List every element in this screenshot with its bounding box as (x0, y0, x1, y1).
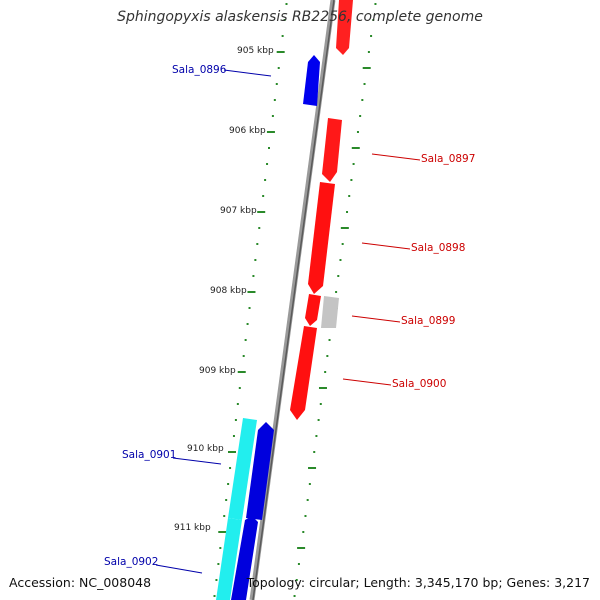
accession-text: Accession: NC_008048 (9, 575, 152, 590)
rna-gene-arrow[interactable] (228, 418, 257, 520)
gene-label-sala_0896[interactable]: Sala_0896 (172, 64, 227, 76)
gene-label-sala_0901[interactable]: Sala_0901 (122, 449, 177, 461)
reverse-gene-track (216, 55, 320, 600)
gene-arrow[interactable] (246, 422, 274, 520)
topology-text: Topology: circular; Length: 3,345,170 bp… (246, 575, 590, 590)
gene-arrow[interactable] (321, 296, 339, 328)
gene-label-leaders (155, 69, 421, 574)
gene-arrow[interactable] (305, 294, 321, 326)
kbp-label: 908 kbp (210, 286, 247, 296)
gene-arrow[interactable] (336, 0, 353, 55)
genome-title: Sphingopyxis alaskensis RB2256, complete… (117, 9, 483, 25)
gene-arrow[interactable] (231, 516, 258, 600)
gene-arrow[interactable] (308, 182, 335, 294)
gene-label-sala_0898[interactable]: Sala_0898 (411, 242, 466, 254)
genome-backbone (249, 0, 336, 600)
gene-label-sala_0897[interactable]: Sala_0897 (421, 153, 476, 165)
rna-gene-arrow[interactable] (216, 518, 242, 600)
gene-label-sala_0899[interactable]: Sala_0899 (401, 315, 456, 327)
kbp-label: 905 kbp (237, 46, 274, 56)
gene-arrow[interactable] (290, 326, 317, 420)
gene-label-sala_0902[interactable]: Sala_0902 (104, 556, 159, 568)
inner-tick-ring (213, 3, 288, 597)
genome-backbone-edge (252, 0, 335, 600)
kbp-label: 911 kbp (174, 523, 211, 533)
kbp-label: 909 kbp (199, 366, 236, 376)
gene-arrow[interactable] (322, 118, 342, 182)
kbp-label: 907 kbp (220, 206, 257, 216)
kbp-label: 906 kbp (229, 126, 266, 136)
outer-tick-ring (293, 3, 377, 597)
gene-arrow[interactable] (303, 55, 320, 106)
gene-label-sala_0900[interactable]: Sala_0900 (392, 378, 447, 390)
forward-gene-track (290, 0, 353, 420)
kbp-label: 910 kbp (187, 444, 224, 454)
